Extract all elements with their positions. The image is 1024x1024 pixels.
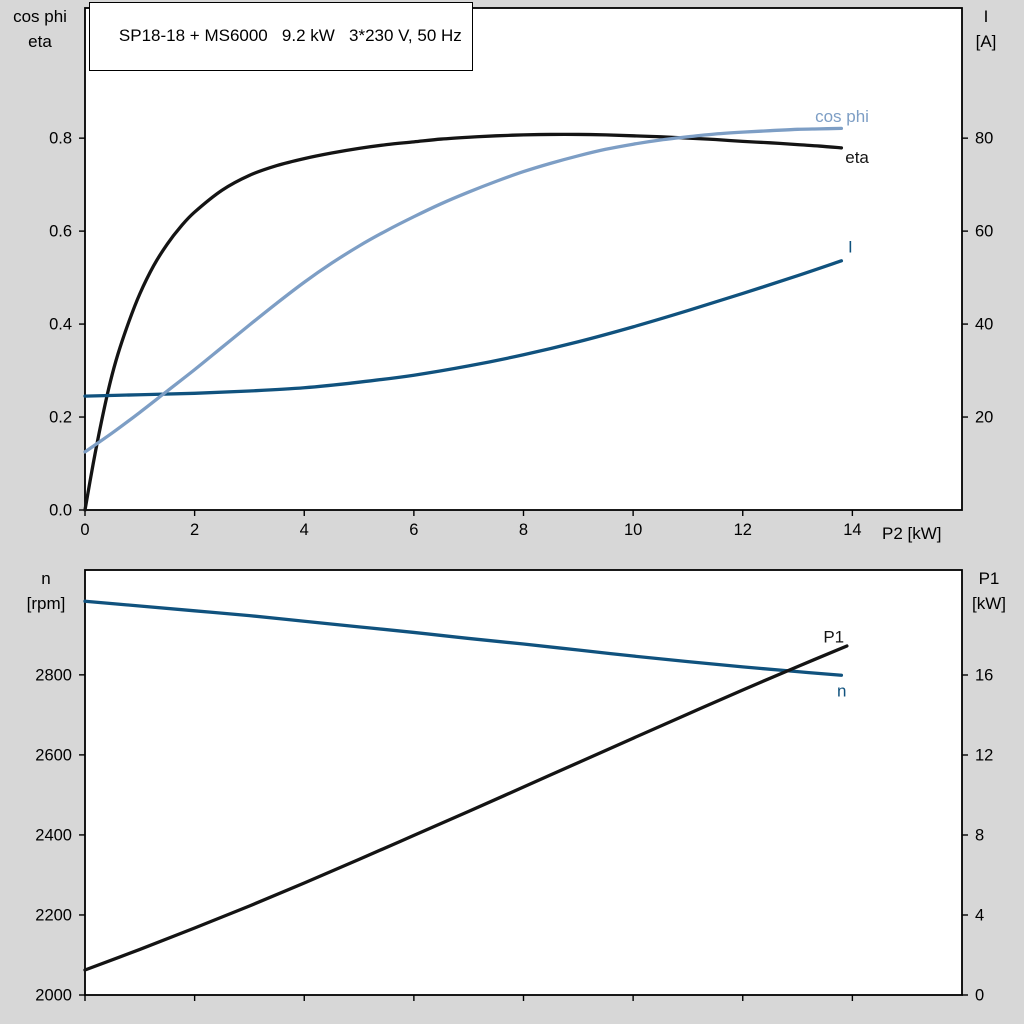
plot-1-frame — [84, 569, 963, 996]
plot-1-left-tick-label: 2600 — [35, 746, 72, 764]
plot-0-left-tick-label: 0.0 — [49, 502, 72, 520]
plot-1-left-tick-label: 2200 — [35, 906, 72, 924]
plot-0-right-tick-label: 80 — [975, 130, 993, 148]
plot-1-right-tick-label: 0 — [975, 987, 984, 1005]
plot-1-left-tick-label: 2800 — [35, 666, 72, 684]
bottom-right-axis-label: P1 [kW] — [960, 566, 1018, 616]
plot-1-right-tick-label: 4 — [975, 907, 984, 925]
plot-1-right-tick-label: 16 — [975, 667, 993, 685]
plot-0-x-tick-label: 8 — [519, 521, 528, 539]
plot-0-x-tick-label: 12 — [734, 521, 752, 539]
top-right-axis-label-line2: [A] — [975, 32, 997, 51]
plot-0-left-tick-label: 0.2 — [49, 409, 72, 427]
plot-0-frame — [84, 7, 963, 511]
plot-0-right-tick-label: 20 — [975, 409, 993, 427]
plot-1-right-tick-label: 8 — [975, 827, 984, 845]
plot-0-x-tick-label: 4 — [300, 521, 309, 539]
curve-label-P1: P1 — [823, 628, 844, 647]
chart-title-text: SP18-18 + MS6000 9.2 kW 3*230 V, 50 Hz — [118, 26, 462, 45]
curve-label-I: I — [848, 237, 853, 256]
plot-0-x-tick-label: 10 — [624, 521, 642, 539]
top-left-axis-label: cos phi eta — [4, 4, 76, 54]
bottom-right-axis-label-line2: [kW] — [972, 594, 1006, 613]
x-axis-label: P2 [kW] — [882, 524, 942, 543]
chart-title-box: SP18-18 + MS6000 9.2 kW 3*230 V, 50 Hz — [89, 2, 473, 71]
bottom-left-axis-label-line1: n — [41, 569, 51, 588]
plot-1-right-tick-label: 12 — [975, 747, 993, 765]
curve-P1 — [83, 644, 849, 972]
bottom-left-axis-label: n [rpm] — [8, 566, 84, 616]
plot-0-x-tick-label: 14 — [843, 521, 861, 539]
plot-1-left-tick-label: 2000 — [35, 987, 72, 1005]
plot-0-right-tick-label: 40 — [975, 316, 993, 334]
plot-0-right-tick-label: 60 — [975, 223, 993, 241]
plot-1-left-tick-label: 2400 — [35, 826, 72, 844]
curve-cos-phi — [83, 126, 844, 454]
curve-label-n: n — [837, 681, 846, 700]
top-right-axis-label: I [A] — [960, 4, 1012, 54]
bottom-left-axis-label-line2: [rpm] — [26, 594, 66, 613]
plot-0-left-tick-label: 0.8 — [49, 130, 72, 148]
top-right-axis-label-line1: I — [983, 7, 989, 26]
curve-I — [83, 259, 844, 398]
plot-0-x-tick-label: 2 — [190, 521, 199, 539]
curve-label-eta: eta — [845, 148, 869, 167]
top-left-axis-label-line2: eta — [28, 32, 52, 51]
top-left-axis-label-line1: cos phi — [13, 7, 67, 26]
curve-label-cos-phi: cos phi — [815, 107, 869, 126]
plot-0-x-tick-label: 0 — [80, 521, 89, 539]
curve-n — [83, 599, 844, 677]
plot-0-left-tick-label: 0.4 — [49, 316, 72, 334]
bottom-right-axis-label-line1: P1 — [978, 569, 1000, 588]
plot-0-left-tick-label: 0.6 — [49, 223, 72, 241]
plot-0-x-tick-label: 6 — [409, 521, 418, 539]
curve-eta — [83, 132, 844, 512]
